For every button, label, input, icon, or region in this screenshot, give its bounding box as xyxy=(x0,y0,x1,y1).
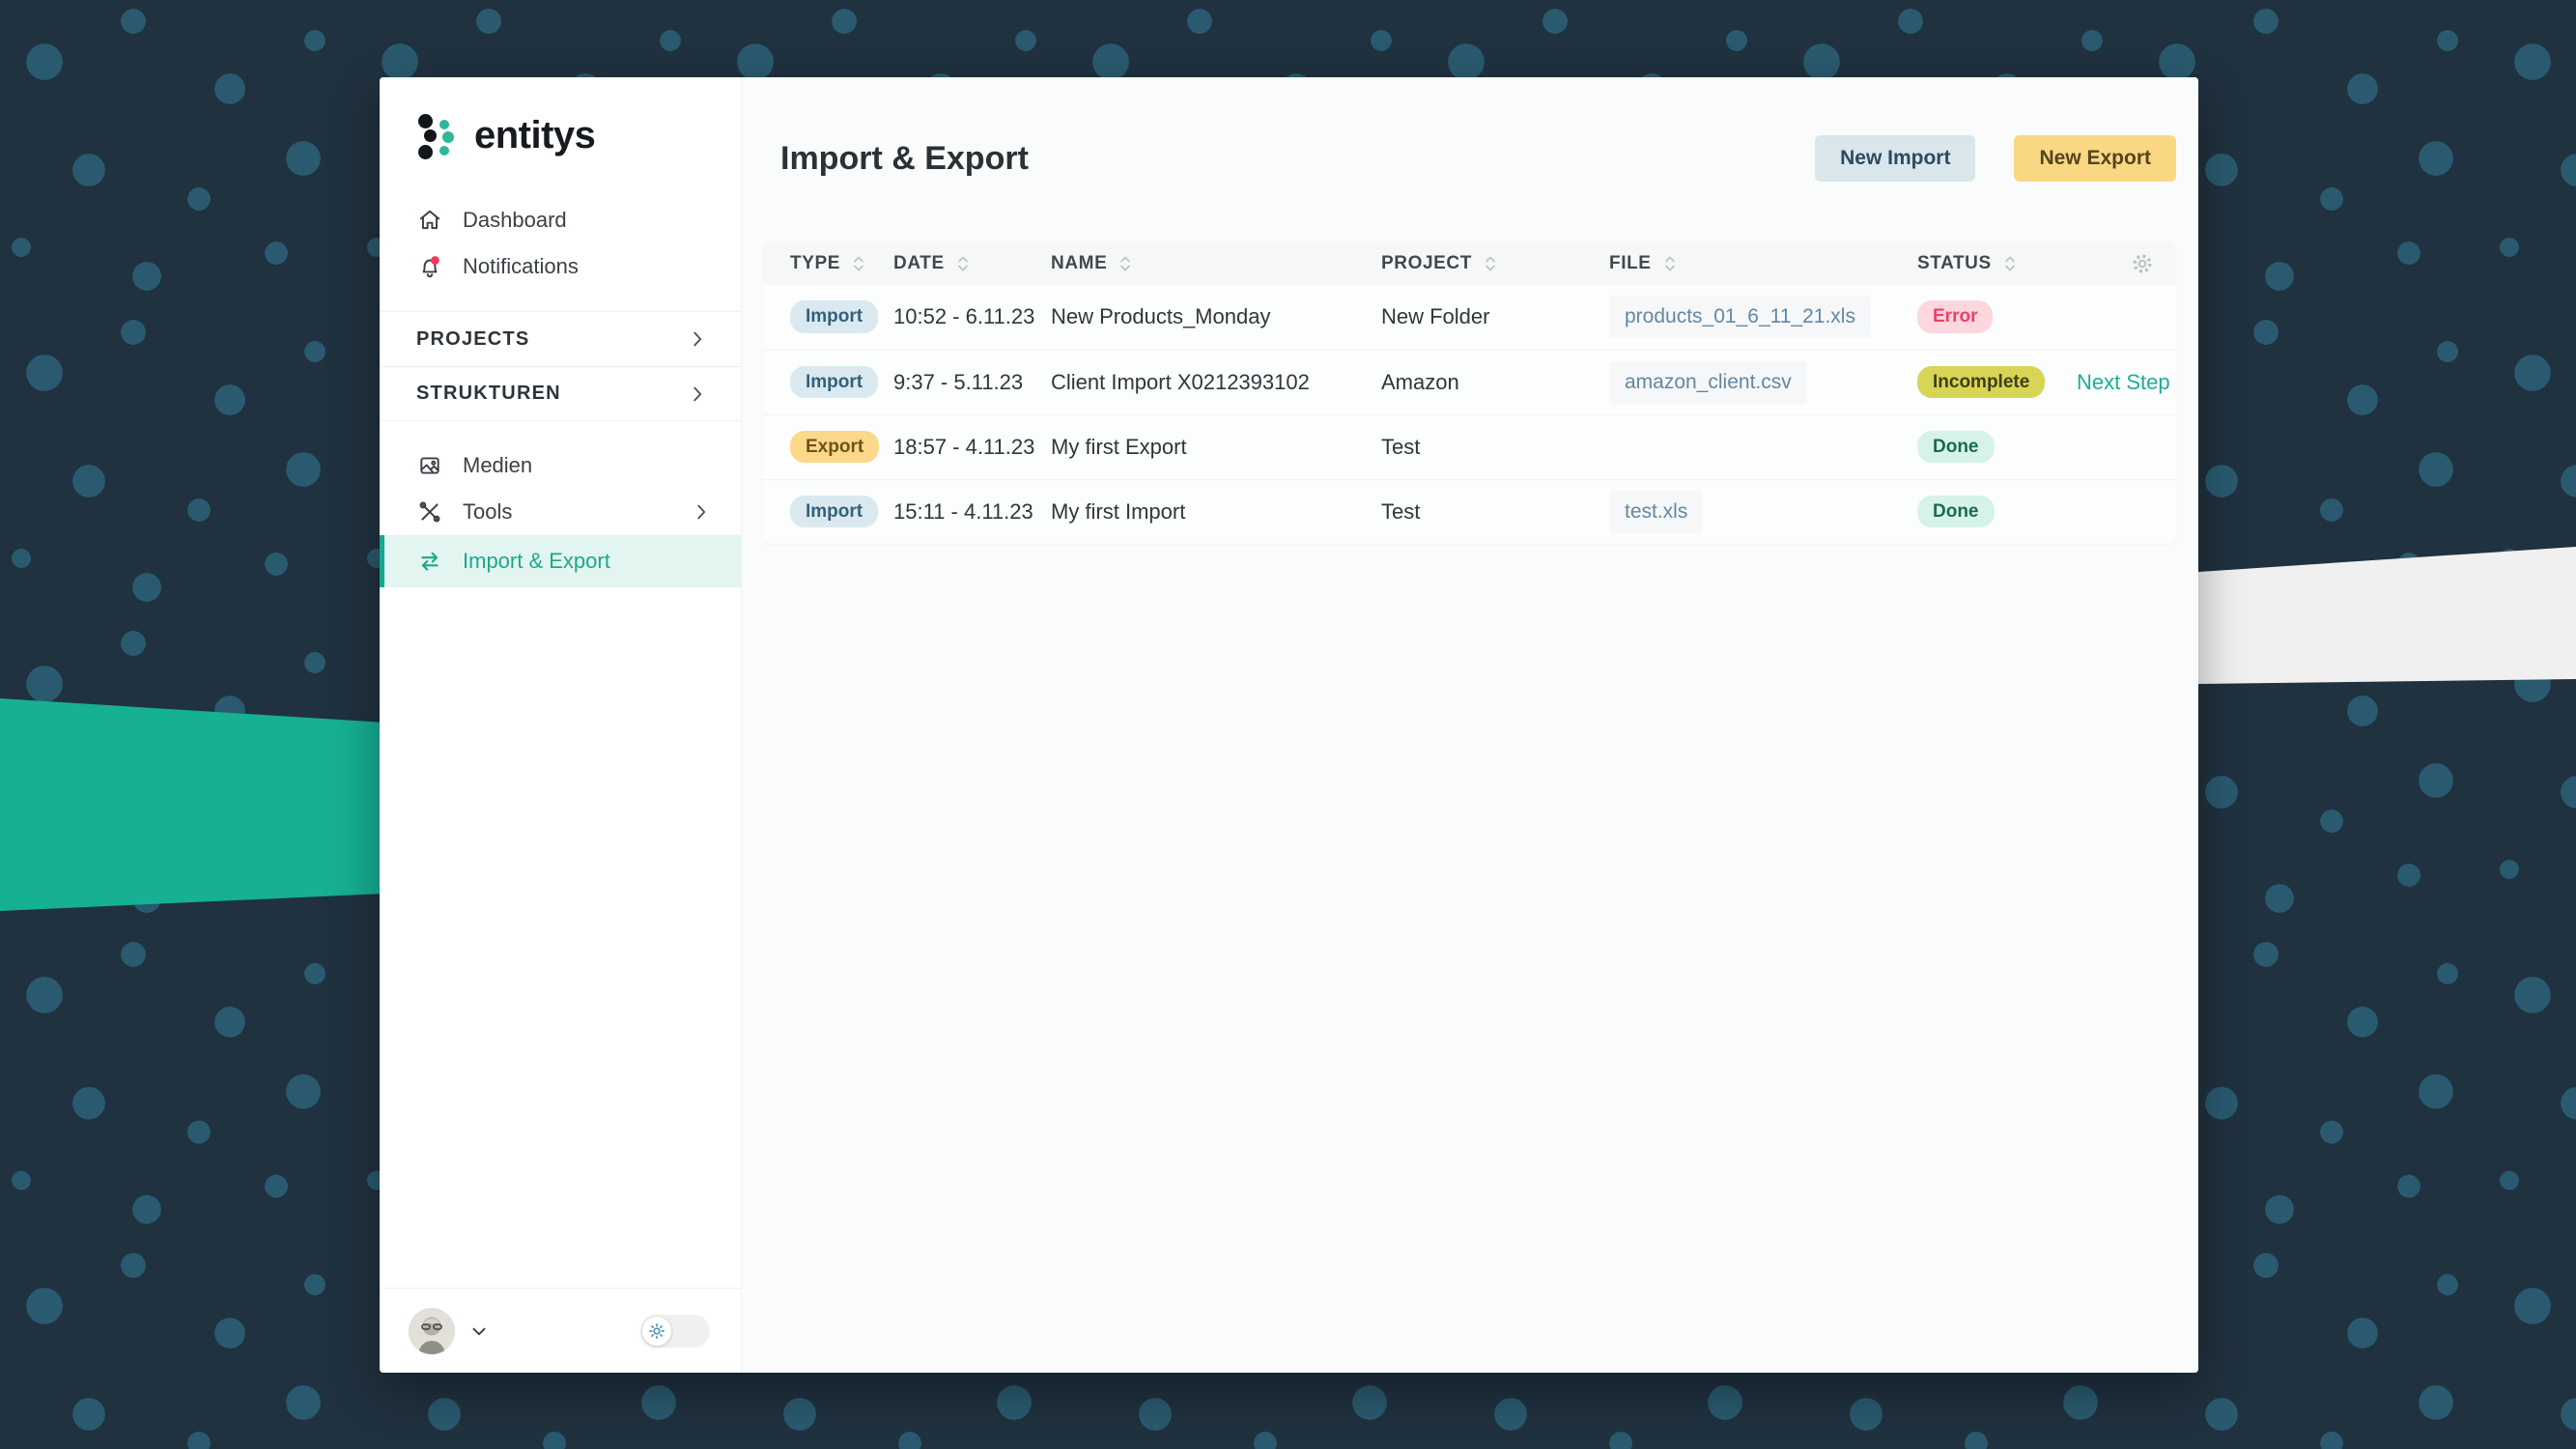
column-label: FILE xyxy=(1609,252,1652,273)
cell-date: 10:52 - 6.11.23 xyxy=(893,304,1035,329)
cell-date: 15:11 - 4.11.23 xyxy=(893,498,1033,524)
bell-icon xyxy=(416,253,443,280)
sidebar-nav: Dashboard Notifications PROJECTS xyxy=(380,197,741,587)
theme-toggle[interactable] xyxy=(640,1314,710,1348)
gear-icon xyxy=(2133,253,2152,273)
spacer xyxy=(380,587,741,1288)
cell-name: Client Import X0212393102 xyxy=(1051,369,1310,394)
brand-logo[interactable]: entitys xyxy=(380,77,741,197)
column-label: STATUS xyxy=(1917,252,1992,273)
sidebar-item-label: Notifications xyxy=(463,254,579,278)
import-export-table: TYPE DATE NAME PROJECT xyxy=(763,242,2176,544)
chevron-right-icon xyxy=(691,501,712,523)
tools-icon xyxy=(416,498,443,526)
cell-name: My first Import xyxy=(1051,498,1186,524)
chevron-right-icon xyxy=(687,384,708,405)
table-row[interactable]: Export 18:57 - 4.11.23 My first Export T… xyxy=(763,413,2176,479)
cell-project: Test xyxy=(1381,498,1421,524)
table-body: Import 10:52 - 6.11.23 New Products_Mond… xyxy=(763,284,2176,544)
sidebar-item-notifications[interactable]: Notifications xyxy=(380,243,741,290)
chevron-down-icon[interactable] xyxy=(468,1321,490,1342)
sort-icon xyxy=(2004,256,2015,270)
gray-wedge-decoration xyxy=(2198,547,2576,684)
next-step-link[interactable]: Next Step xyxy=(2077,369,2170,394)
theme-toggle-knob xyxy=(642,1316,671,1346)
cell-name: New Products_Monday xyxy=(1051,304,1271,329)
column-label: DATE xyxy=(893,252,945,273)
brand-logo-icon xyxy=(416,112,459,159)
sort-icon xyxy=(957,256,968,270)
cell-name: My first Export xyxy=(1051,434,1187,459)
cell-project: Amazon xyxy=(1381,369,1459,394)
cell-date: 18:57 - 4.11.23 xyxy=(893,434,1035,459)
column-label: TYPE xyxy=(790,252,841,273)
status-badge: Error xyxy=(1917,300,1994,333)
column-header-type[interactable]: TYPE xyxy=(763,253,893,274)
column-header-status[interactable]: STATUS xyxy=(1917,253,2077,274)
status-badge: Done xyxy=(1917,430,1995,464)
sun-icon xyxy=(649,1322,665,1339)
column-label: PROJECT xyxy=(1381,252,1472,273)
sidebar-item-tools[interactable]: Tools xyxy=(380,489,741,535)
type-badge: Import xyxy=(790,300,879,333)
sidebar-item-label: Dashboard xyxy=(463,208,567,232)
column-header-project[interactable]: PROJECT xyxy=(1381,253,1609,274)
column-header-name[interactable]: NAME xyxy=(1051,253,1381,274)
sort-icon xyxy=(1486,256,1495,270)
column-header-file[interactable]: FILE xyxy=(1609,253,1917,274)
column-label: NAME xyxy=(1051,252,1108,273)
table-row[interactable]: Import 15:11 - 4.11.23 My first Import T… xyxy=(763,478,2176,544)
section-label: STRUKTUREN xyxy=(416,383,561,404)
teal-wedge-decoration xyxy=(0,698,386,911)
file-link[interactable]: amazon_client.csv xyxy=(1609,360,1807,404)
sidebar: entitys Dashboard xyxy=(380,77,742,1373)
sidebar-section-strukturen[interactable]: STRUKTUREN xyxy=(380,366,741,421)
spacer xyxy=(380,290,741,311)
sort-icon xyxy=(1120,256,1131,270)
type-badge: Import xyxy=(790,365,879,399)
avatar[interactable] xyxy=(409,1307,455,1354)
image-icon xyxy=(416,452,443,479)
sort-icon xyxy=(854,256,863,270)
section-label: PROJECTS xyxy=(416,327,530,350)
cell-date: 9:37 - 5.11.23 xyxy=(893,369,1024,394)
status-badge: Done xyxy=(1917,495,1995,528)
brand-name: entitys xyxy=(474,113,596,156)
sidebar-footer xyxy=(380,1288,741,1373)
transfer-icon xyxy=(416,548,443,575)
page-header: Import & Export New Import New Export xyxy=(763,118,2176,242)
main-content: Import & Export New Import New Export TY… xyxy=(742,77,2198,1373)
page-title: Import & Export xyxy=(780,139,1029,177)
new-export-button[interactable]: New Export xyxy=(2014,135,2176,183)
status-badge: Incomplete xyxy=(1917,365,2046,399)
file-link[interactable]: test.xls xyxy=(1609,490,1704,533)
chevron-right-icon xyxy=(687,328,708,350)
spacer xyxy=(380,421,741,442)
file-link[interactable]: products_01_6_11_21.xls xyxy=(1609,296,1871,339)
table-header-row: TYPE DATE NAME PROJECT xyxy=(763,242,2176,285)
type-badge: Export xyxy=(790,430,880,464)
sidebar-item-medien[interactable]: Medien xyxy=(380,442,741,489)
cell-project: New Folder xyxy=(1381,304,1490,329)
type-badge: Import xyxy=(790,495,879,528)
sidebar-item-label: Medien xyxy=(463,453,533,477)
home-icon xyxy=(416,207,443,234)
sidebar-item-dashboard[interactable]: Dashboard xyxy=(380,197,741,243)
sidebar-item-label: Tools xyxy=(463,499,513,524)
cell-project: Test xyxy=(1381,434,1421,459)
sort-icon xyxy=(1664,256,1675,270)
table-row[interactable]: Import 10:52 - 6.11.23 New Products_Mond… xyxy=(763,284,2176,350)
column-header-date[interactable]: DATE xyxy=(893,253,1051,274)
table-settings-button[interactable] xyxy=(2077,251,2176,276)
table-row[interactable]: Import 9:37 - 5.11.23 Client Import X021… xyxy=(763,349,2176,414)
app-window: entitys Dashboard xyxy=(380,77,2198,1373)
sidebar-item-label: Import & Export xyxy=(463,549,610,573)
notification-badge xyxy=(431,256,439,265)
sidebar-item-import-export[interactable]: Import & Export xyxy=(380,535,741,587)
sidebar-section-projects[interactable]: PROJECTS xyxy=(380,311,741,366)
new-import-button[interactable]: New Import xyxy=(1815,135,1976,183)
